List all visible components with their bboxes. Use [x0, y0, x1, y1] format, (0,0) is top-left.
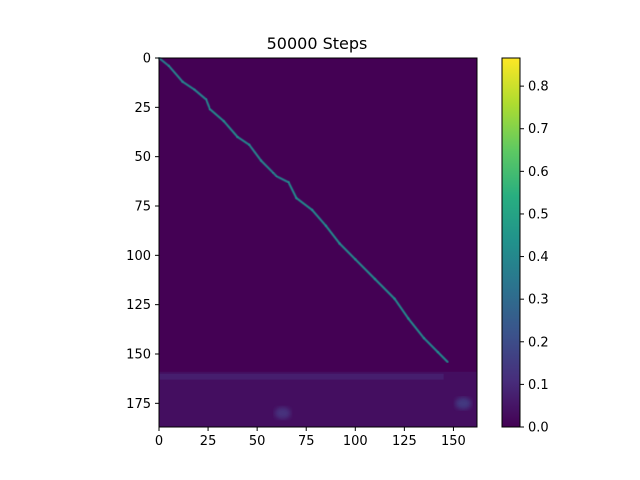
alignment-segment	[287, 181, 298, 200]
alignment-segment	[295, 197, 314, 211]
bright-spot	[455, 397, 472, 410]
colorbar: 0.0 0.1 0.2 0.3 0.4 0.5 0.6 0.7 0.8	[501, 57, 549, 436]
colorbar-tick-label: 0.8	[528, 80, 549, 95]
y-tick-label: 25	[134, 101, 151, 116]
alignment-segment	[354, 258, 376, 281]
colorbar-tick-label: 0.0	[528, 421, 549, 436]
x-tick-label: 125	[392, 434, 417, 449]
alignment-segment	[324, 224, 341, 245]
alignment-segment	[311, 208, 327, 227]
alignment-segment	[373, 278, 396, 300]
noise-band	[159, 371, 477, 427]
y-tick-label: 150	[126, 347, 151, 362]
alignment-segment	[181, 80, 196, 91]
colorbar-tick-label: 0.2	[528, 335, 549, 350]
alignment-segment	[222, 120, 239, 138]
bright-spots	[274, 397, 472, 420]
colorbar-gradient	[502, 58, 520, 427]
colorbar-tick-label: 0.1	[528, 378, 549, 393]
y-tick-label: 0	[143, 52, 151, 67]
alignment-segment	[158, 57, 170, 67]
colorbar-ticks: 0.0 0.1 0.2 0.3 0.4 0.5 0.6 0.7 0.8	[520, 80, 549, 436]
alignment-segment	[436, 351, 449, 363]
alignment-segment	[167, 64, 184, 83]
bright-spot	[274, 407, 291, 420]
alignment-segment	[423, 337, 439, 354]
alignment-segment	[407, 317, 425, 340]
x-tick-label: 150	[441, 434, 466, 449]
alignment-segment	[275, 175, 290, 184]
x-tick-label: 25	[200, 434, 217, 449]
x-tick-label: 100	[343, 434, 368, 449]
y-tick-label: 50	[134, 150, 151, 165]
alignment-segment	[209, 108, 225, 123]
heatmap-background	[159, 58, 477, 427]
alignment-segment	[205, 98, 212, 111]
alignment-segment	[260, 159, 274, 174]
noise-band-fill	[159, 371, 477, 427]
alignment-path	[158, 57, 449, 363]
alignment-segment	[338, 242, 357, 261]
y-tick-label: 175	[126, 397, 151, 412]
colorbar-tick-label: 0.6	[528, 165, 549, 180]
x-axis: 0 25 50 75 100 125 150	[155, 427, 466, 449]
colorbar-tick-label: 0.5	[528, 207, 549, 222]
x-tick-label: 0	[155, 434, 163, 449]
alignment-segment	[193, 88, 208, 101]
alignment-segment	[236, 135, 251, 146]
colorbar-tick-label: 0.3	[528, 293, 549, 308]
heatmap-plot-area	[158, 57, 478, 428]
y-tick-label: 125	[126, 298, 151, 313]
y-tick-label: 100	[126, 249, 151, 264]
colorbar-frame	[501, 57, 521, 428]
colorbar-tick-label: 0.4	[528, 250, 549, 265]
chart-title: 50000 Steps	[267, 34, 368, 53]
colorbar-tick-label: 0.7	[528, 122, 549, 137]
y-tick-label: 75	[134, 199, 151, 214]
x-tick-label: 75	[298, 434, 315, 449]
alignment-segment	[393, 297, 410, 320]
noise-band-streak	[159, 373, 444, 380]
x-tick-label: 50	[249, 434, 266, 449]
y-axis: 0 25 50 75 100 125 150 175	[126, 52, 159, 412]
alignment-segment	[248, 143, 263, 162]
plot-frame	[158, 57, 478, 428]
